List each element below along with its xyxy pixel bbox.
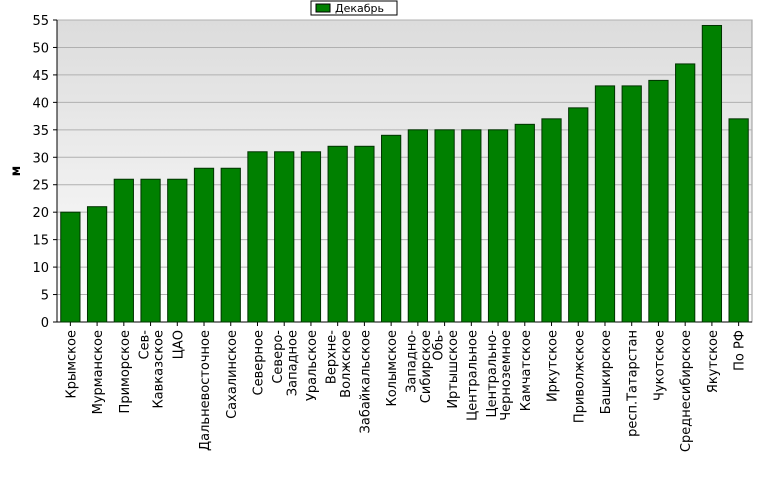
x-tick-label: Иркутское <box>546 330 561 402</box>
bar <box>220 167 241 323</box>
x-tick-label: Северное <box>251 330 266 395</box>
x-tick-label: Центрально-Черноземное <box>485 330 514 421</box>
bar <box>327 145 348 323</box>
y-tick-label: 55 <box>32 14 49 29</box>
y-tick-label: 25 <box>32 179 49 194</box>
x-tick-label: Верхне-Волжское <box>325 330 354 398</box>
y-tick-label: 50 <box>32 41 49 56</box>
plot-area <box>56 19 753 323</box>
x-tick-label: Обь-Иртышское <box>431 330 460 409</box>
y-tick-label: 10 <box>32 261 49 276</box>
y-tick-label: 35 <box>32 124 49 139</box>
y-axis-label: м <box>9 166 24 177</box>
bar <box>621 85 642 323</box>
x-tick-label: респ.Татарстан <box>626 330 641 437</box>
x-tick-label: ЦАО <box>171 330 186 359</box>
bar <box>167 178 188 323</box>
x-tick-label: Забайкальское <box>358 330 373 433</box>
bar <box>60 211 81 323</box>
legend-label: Декабрь <box>335 2 384 15</box>
bar <box>381 134 402 323</box>
bar <box>86 206 108 323</box>
bar <box>300 151 322 323</box>
bar <box>407 129 428 323</box>
y-tick-label: 15 <box>32 234 49 249</box>
bar <box>274 151 295 323</box>
x-tick-label: Западно-Сибирское <box>405 330 434 404</box>
x-tick-label: Камчатское <box>519 330 534 411</box>
x-tick-label: Якутское <box>706 330 721 393</box>
y-tick-label: 40 <box>32 96 49 111</box>
x-tick-label: Мурманское <box>91 330 106 414</box>
legend: Декабрь <box>310 0 398 16</box>
bar <box>434 129 455 323</box>
x-tick-label: Сахалинское <box>225 330 240 419</box>
x-tick-label: Среднесибирское <box>679 330 694 452</box>
legend-box <box>310 0 398 16</box>
bar <box>140 178 161 323</box>
bar <box>113 178 134 323</box>
y-tick-label: 5 <box>41 289 49 304</box>
y-tick-label: 0 <box>41 316 49 331</box>
x-tick-label: Крымское <box>64 330 79 399</box>
bar <box>701 24 723 323</box>
y-tick-label: 30 <box>32 151 49 166</box>
bar <box>568 107 589 323</box>
x-tick-label: Чукотское <box>652 330 667 401</box>
bar <box>541 118 562 323</box>
bar <box>487 129 509 323</box>
x-tick-label: Центральное <box>465 330 480 421</box>
bar <box>247 151 268 323</box>
x-tick-label: Сев-Кавказское <box>137 330 166 409</box>
legend-swatch <box>315 3 331 13</box>
x-tick-label: Башкирское <box>599 330 614 414</box>
bar <box>648 79 669 323</box>
bar <box>675 63 696 323</box>
bar <box>728 118 749 323</box>
x-tick-label: Дальневосточное <box>198 330 213 451</box>
x-tick-label: Уральское <box>305 330 320 401</box>
x-tick-label: Приволжское <box>572 330 587 423</box>
bar <box>354 145 375 323</box>
bar <box>193 167 215 323</box>
x-tick-label: Колымское <box>385 330 400 407</box>
x-tick-label: Приморское <box>118 330 133 413</box>
bar <box>594 85 616 323</box>
bar <box>514 123 535 323</box>
x-tick-label: По РФ <box>733 330 748 371</box>
bar <box>461 129 482 323</box>
y-tick-label: 20 <box>32 206 49 221</box>
y-tick-label: 45 <box>32 69 49 84</box>
x-tick-label: Северо-Западное <box>271 330 300 397</box>
